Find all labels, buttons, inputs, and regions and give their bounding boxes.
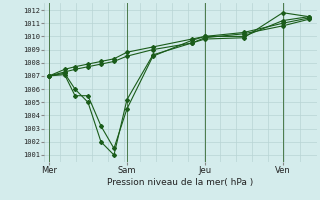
X-axis label: Pression niveau de la mer( hPa ): Pression niveau de la mer( hPa ) (107, 178, 253, 187)
